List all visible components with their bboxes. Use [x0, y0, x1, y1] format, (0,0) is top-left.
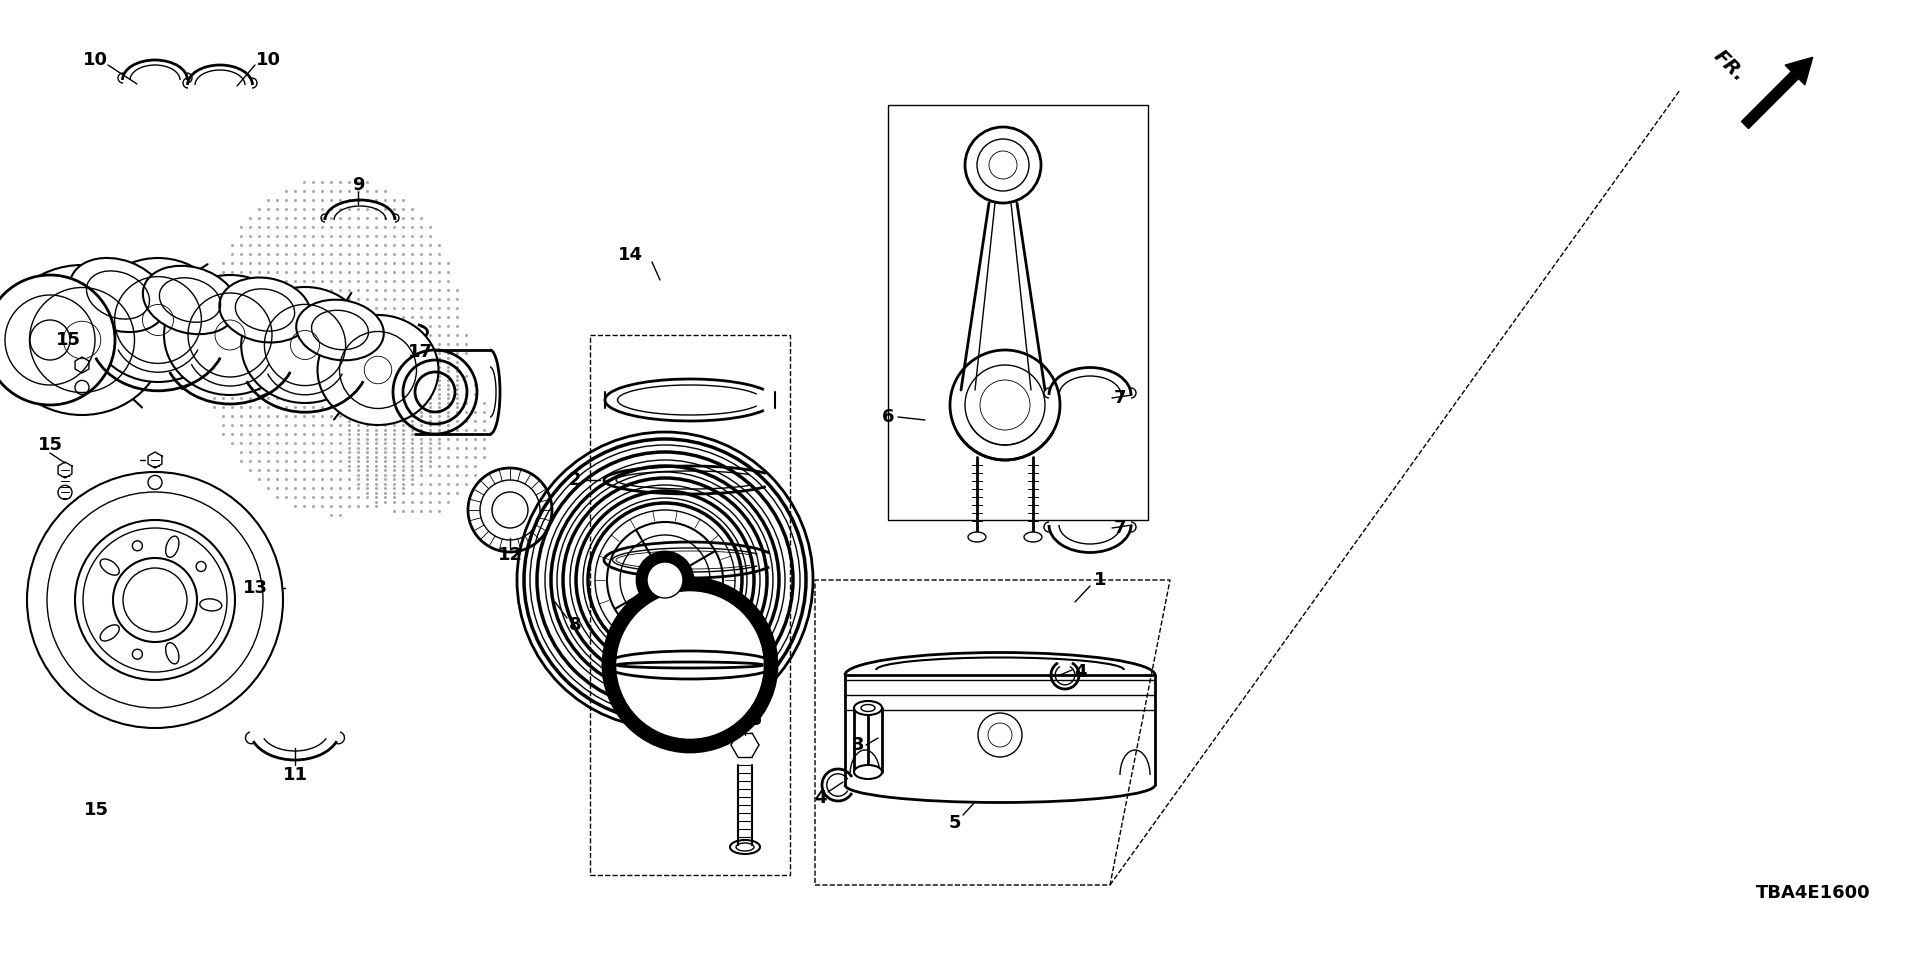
Text: 4: 4 — [814, 789, 826, 807]
Text: 11: 11 — [282, 766, 307, 784]
Ellipse shape — [142, 266, 238, 334]
FancyArrow shape — [1741, 58, 1812, 129]
Ellipse shape — [296, 300, 384, 360]
Circle shape — [616, 592, 762, 738]
Circle shape — [27, 472, 282, 728]
Text: 5: 5 — [948, 814, 962, 832]
Ellipse shape — [0, 265, 165, 415]
Text: 6: 6 — [881, 408, 895, 426]
Text: 1: 1 — [1094, 571, 1106, 589]
Text: 14: 14 — [618, 246, 643, 264]
Text: 13: 13 — [242, 579, 267, 597]
Text: 15: 15 — [38, 436, 63, 454]
Text: 15: 15 — [56, 331, 81, 349]
Ellipse shape — [165, 536, 179, 558]
Text: 17: 17 — [407, 343, 432, 361]
Ellipse shape — [165, 642, 179, 664]
Text: 10: 10 — [255, 51, 280, 69]
Circle shape — [647, 562, 684, 598]
Ellipse shape — [854, 701, 881, 715]
Text: 8: 8 — [568, 616, 582, 634]
Ellipse shape — [200, 599, 221, 611]
Ellipse shape — [854, 765, 881, 779]
Ellipse shape — [317, 315, 438, 425]
Text: 4: 4 — [1073, 663, 1087, 681]
Text: FR.: FR. — [1711, 46, 1749, 85]
Text: 3: 3 — [852, 736, 864, 754]
Circle shape — [603, 578, 778, 752]
Ellipse shape — [968, 532, 987, 542]
Ellipse shape — [163, 275, 296, 395]
Text: 2: 2 — [568, 471, 582, 489]
Bar — [887, 105, 1148, 520]
Bar — [589, 335, 789, 875]
Text: 10: 10 — [83, 51, 108, 69]
Text: 9: 9 — [351, 176, 365, 194]
Ellipse shape — [1023, 532, 1043, 542]
Text: 7: 7 — [1114, 389, 1127, 407]
Text: 7: 7 — [1114, 519, 1127, 537]
Ellipse shape — [100, 625, 119, 641]
Ellipse shape — [100, 559, 119, 575]
Text: TBA4E1600: TBA4E1600 — [1755, 884, 1870, 902]
Text: 15: 15 — [83, 801, 109, 819]
Ellipse shape — [730, 840, 760, 854]
Text: 12: 12 — [497, 546, 522, 564]
Ellipse shape — [242, 287, 369, 403]
Ellipse shape — [0, 275, 115, 405]
Ellipse shape — [69, 258, 167, 332]
Text: 16: 16 — [737, 711, 762, 729]
Circle shape — [637, 552, 693, 608]
Ellipse shape — [219, 277, 311, 343]
Ellipse shape — [90, 258, 227, 382]
